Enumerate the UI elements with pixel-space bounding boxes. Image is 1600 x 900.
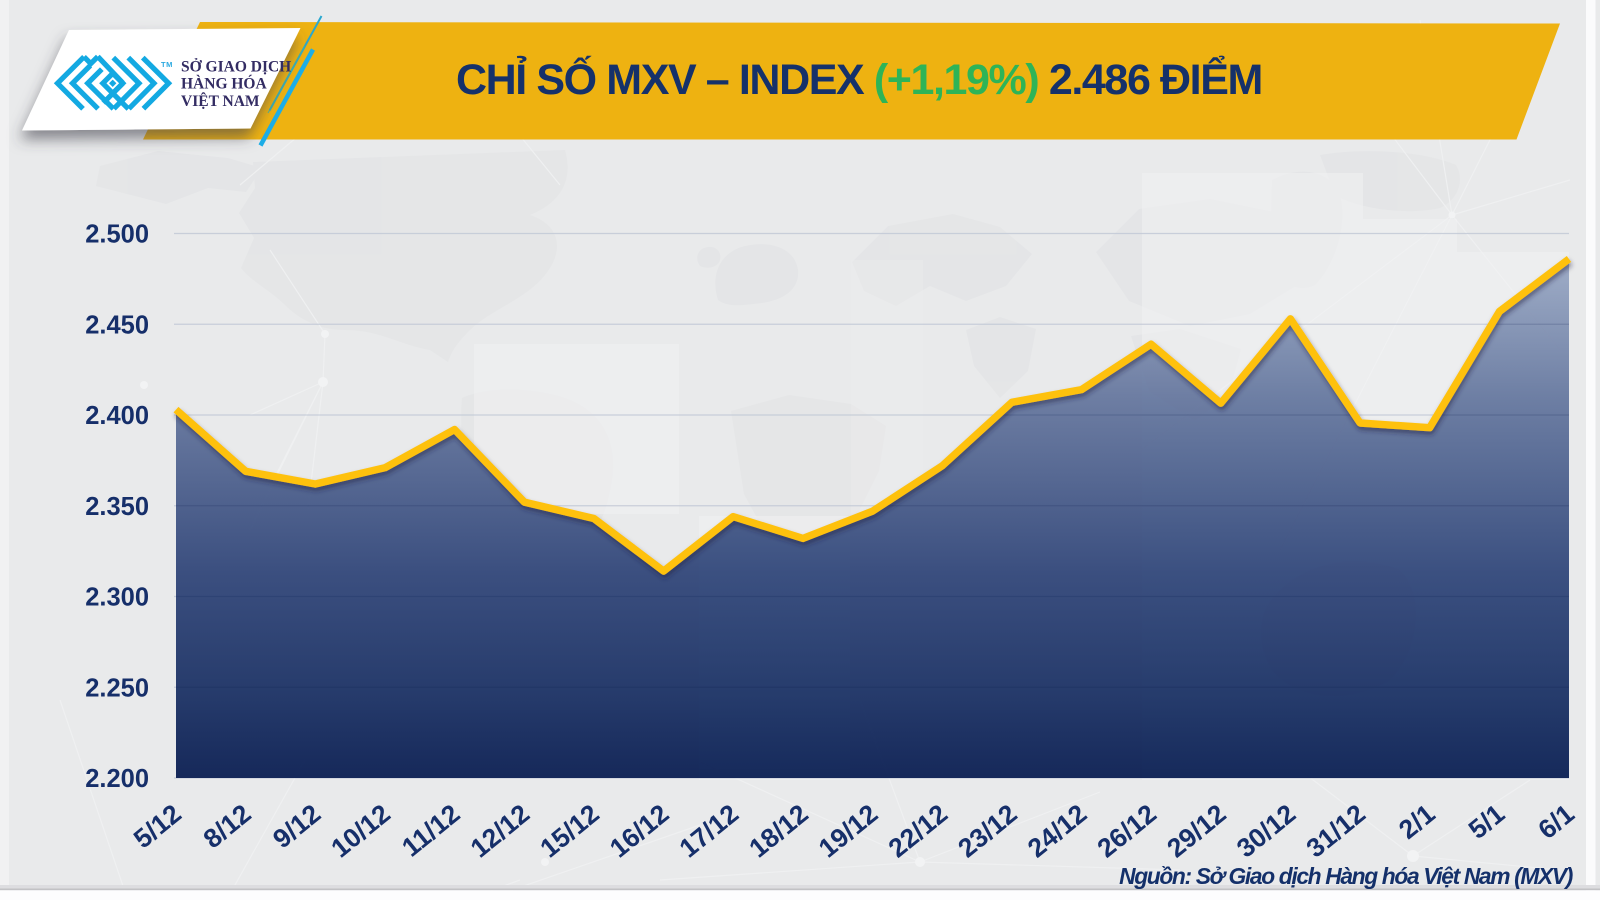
svg-text:2.400: 2.400 [85,402,149,430]
svg-text:2.350: 2.350 [85,493,149,521]
svg-text:2.450: 2.450 [85,311,149,339]
svg-text:2.300: 2.300 [85,584,149,612]
svg-text:SỞ GIAO DỊCH: SỞ GIAO DỊCH [181,59,291,76]
svg-text:2.200: 2.200 [85,765,149,793]
svg-text:2.250: 2.250 [85,675,149,703]
svg-text:2.500: 2.500 [85,221,149,249]
svg-text:HÀNG HÓA: HÀNG HÓA [181,76,267,93]
svg-text:TM: TM [161,60,173,69]
svg-text:Nguồn: Sở Giao dịch Hàng hóa V: Nguồn: Sở Giao dịch Hàng hóa Việt Nam (M… [1119,863,1573,889]
svg-text:VIỆT NAM: VIỆT NAM [181,93,260,110]
svg-text:CHỈ SỐ MXV – INDEX (+1,19%) 2.: CHỈ SỐ MXV – INDEX (+1,19%) 2.486 ĐIỂM [456,55,1262,104]
